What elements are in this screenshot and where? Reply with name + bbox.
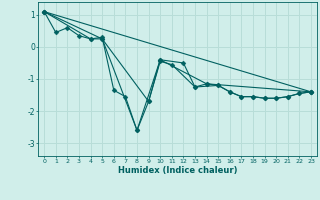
X-axis label: Humidex (Indice chaleur): Humidex (Indice chaleur) <box>118 166 237 175</box>
